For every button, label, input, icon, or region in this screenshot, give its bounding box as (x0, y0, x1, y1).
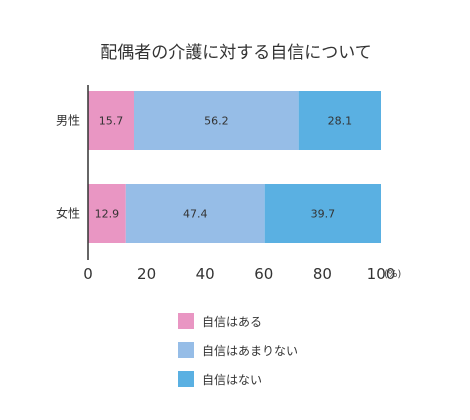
bar-segment (88, 91, 135, 150)
bar-segment (264, 184, 381, 243)
x-axis-unit: (%) (384, 269, 401, 280)
x-tick-label: 60 (254, 265, 273, 283)
category-label: 男性 (56, 114, 80, 128)
legend-item: 自信はない (178, 370, 298, 388)
legend-swatch (178, 371, 194, 387)
category-label: 女性 (56, 206, 80, 221)
chart-title: 配偶者の介護に対する自信について (100, 43, 372, 63)
bar-segment (298, 91, 381, 150)
x-axis-ticks: 0 20 40 60 80 100 (83, 265, 395, 283)
legend-swatch (178, 313, 194, 329)
legend-swatch (178, 342, 194, 358)
bar-segment (88, 184, 126, 243)
legend-item: 自信はある (178, 312, 298, 330)
data-label: 39.7 (311, 208, 336, 221)
x-tick-label: 0 (83, 265, 93, 283)
legend-label: 自信はない (202, 372, 263, 387)
x-tick-label: 80 (313, 265, 332, 283)
data-label: 28.1 (328, 115, 353, 128)
legend-label: 自信はあまりない (202, 343, 299, 358)
data-label: 56.2 (204, 115, 229, 128)
x-tick-label: 100 (367, 265, 396, 283)
bar-segment (134, 91, 299, 150)
x-tick-label: 20 (137, 265, 156, 283)
legend-item: 自信はあまりない (178, 341, 298, 359)
data-label: 12.9 (95, 208, 120, 221)
bar-segment (125, 184, 265, 243)
data-label: 15.7 (99, 115, 124, 128)
legend: 自信はある自信はあまりない 自信はない (178, 312, 298, 399)
bars-group: 男性 15.7 56.2 28.1 女性 12.9 47.4 39.7 (56, 91, 381, 243)
legend-label: 自信はある (202, 314, 263, 329)
data-label: 47.4 (183, 208, 208, 221)
x-tick-label: 40 (196, 265, 215, 283)
